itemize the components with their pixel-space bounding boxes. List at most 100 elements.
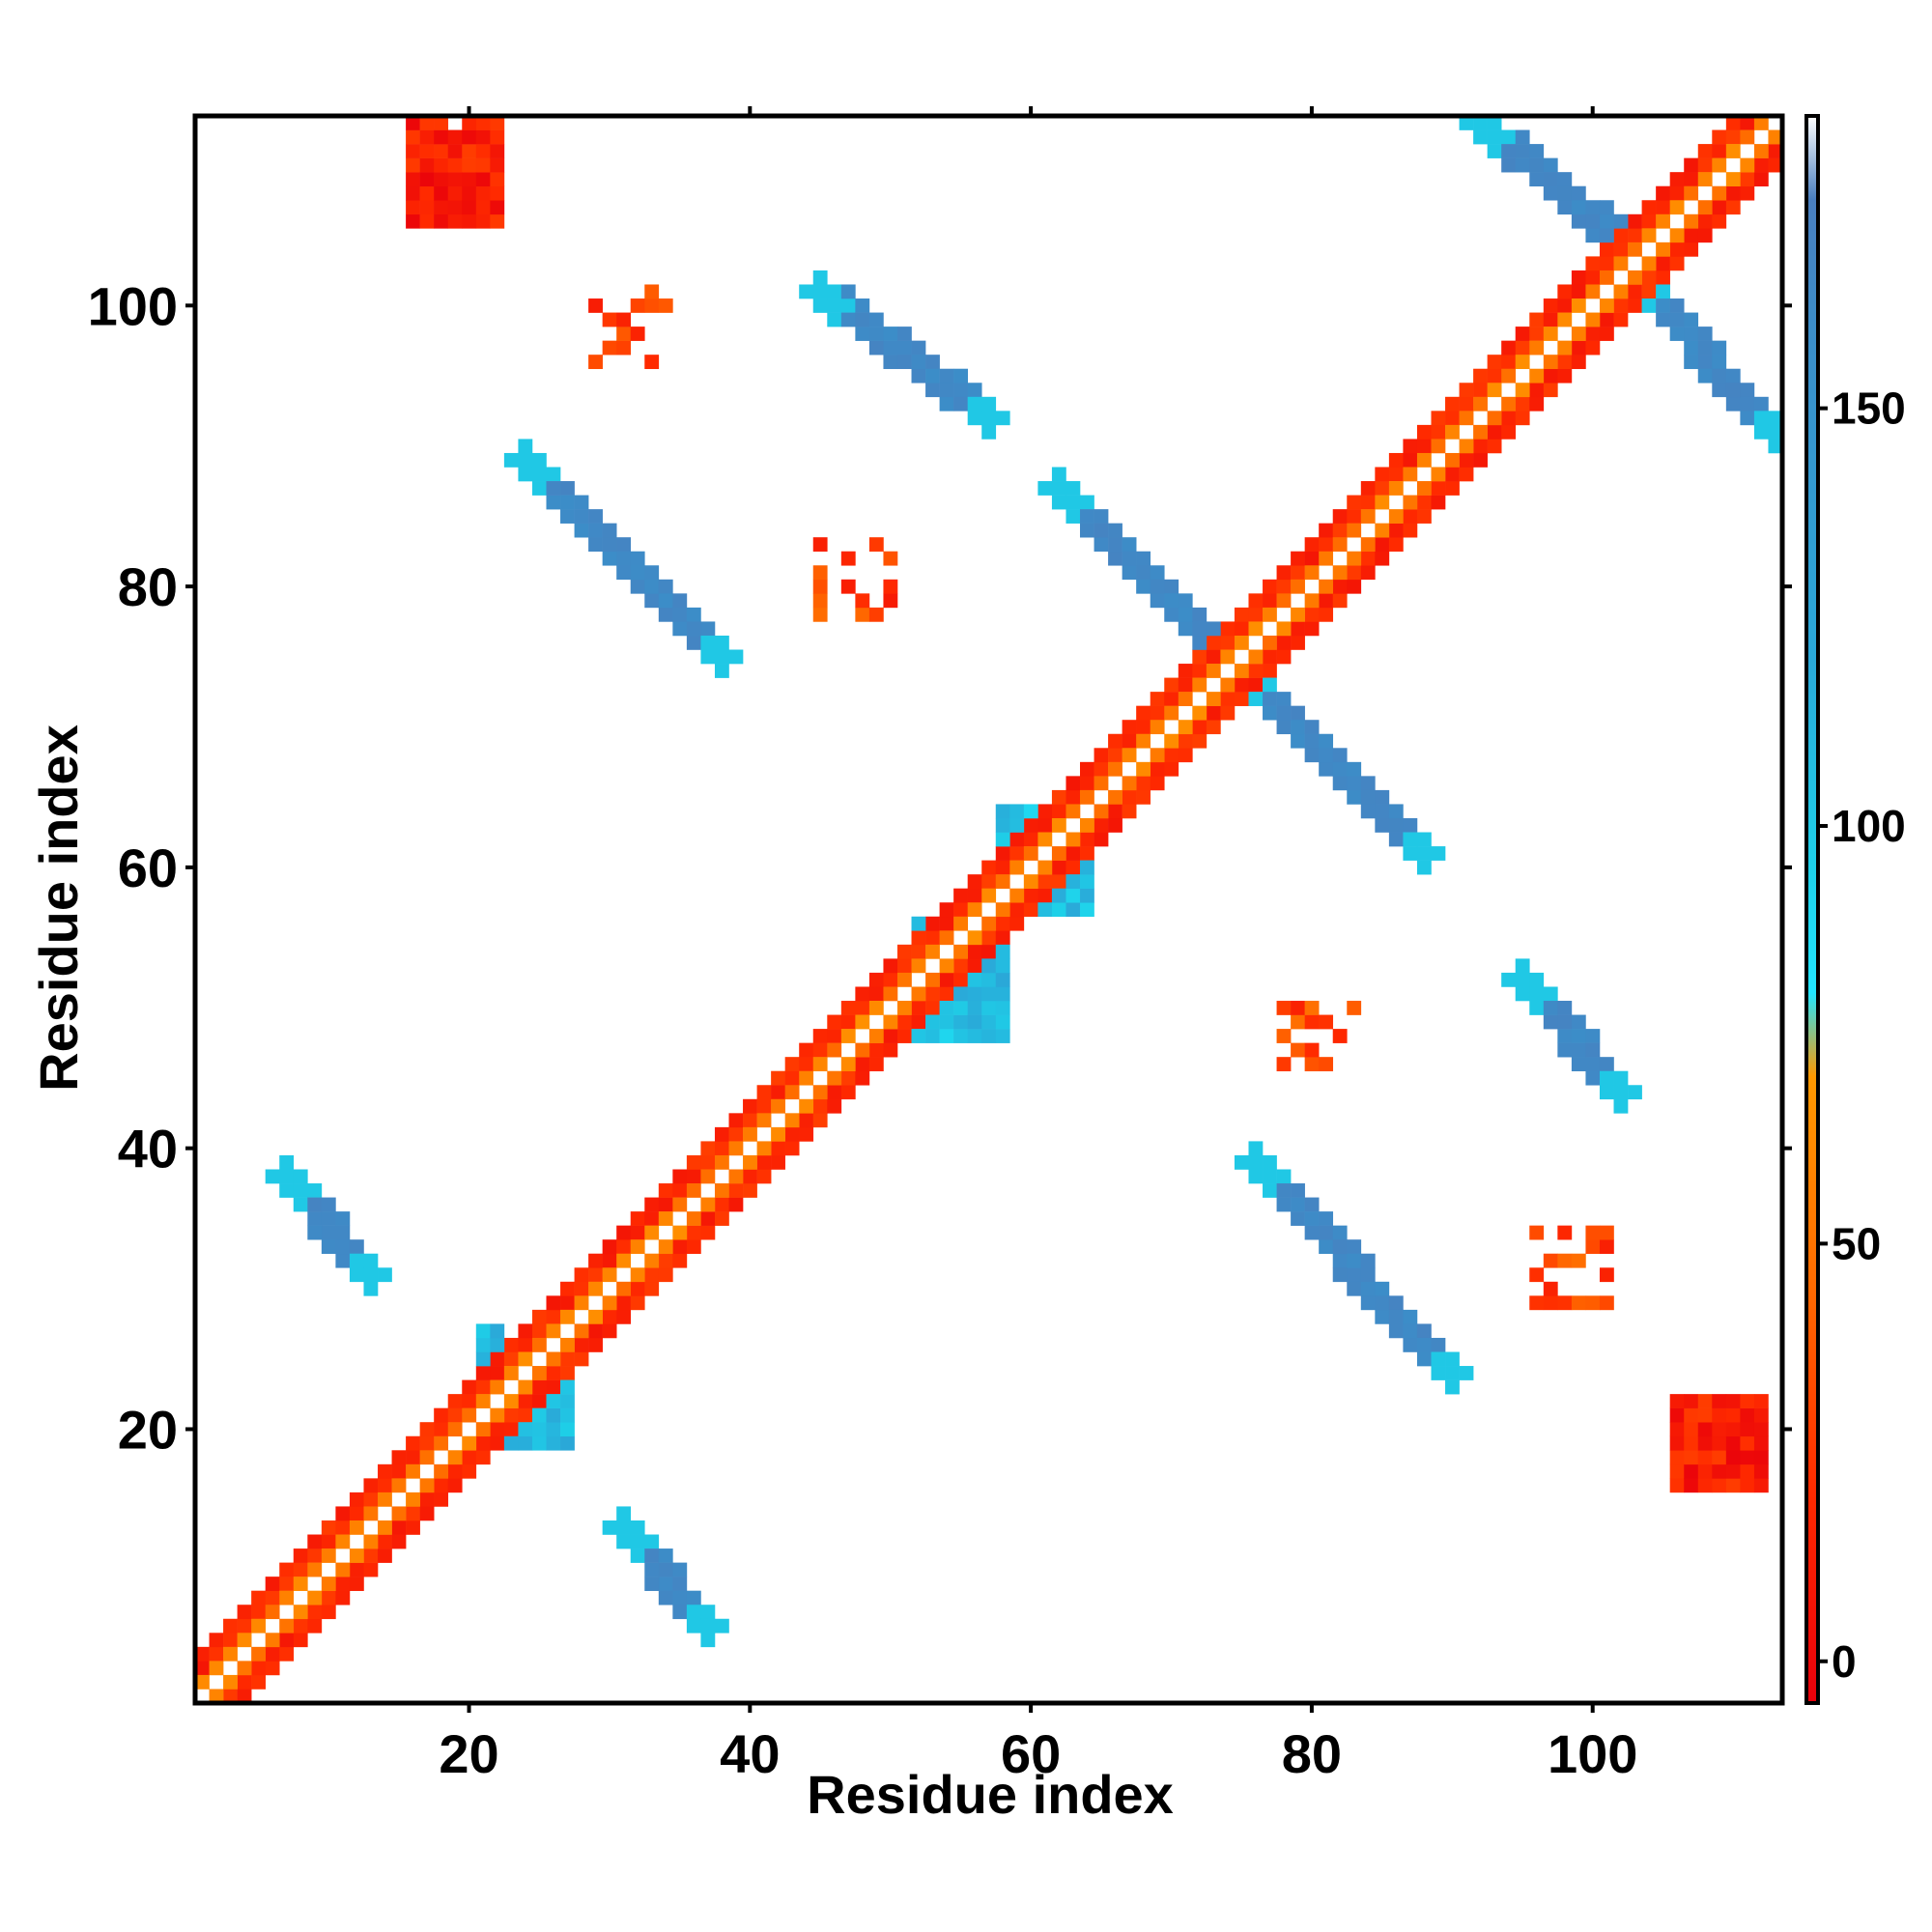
heatmap-cell <box>1248 649 1264 665</box>
heatmap-cell <box>490 1379 505 1395</box>
heatmap-cell <box>503 1407 519 1423</box>
heatmap-cell <box>981 1001 997 1015</box>
heatmap-cell <box>995 902 1010 918</box>
heatmap-cell <box>1304 565 1320 581</box>
heatmap-cell <box>883 355 898 370</box>
heatmap-cell <box>1585 1239 1601 1255</box>
heatmap-cell <box>1768 411 1783 426</box>
heatmap-cell <box>1571 1029 1586 1043</box>
heatmap-cell <box>644 1548 660 1563</box>
heatmap-cell <box>1375 1295 1390 1311</box>
heatmap-cell <box>896 1014 912 1030</box>
heatmap-cell <box>896 340 912 355</box>
heatmap-cell <box>1557 355 1573 370</box>
heatmap-cell <box>1669 1435 1685 1451</box>
heatmap-cell <box>700 1618 716 1634</box>
heatmap-cell <box>883 593 898 609</box>
heatmap-cell <box>279 1183 295 1198</box>
heatmap-cell <box>1768 424 1783 440</box>
heatmap-cell <box>1669 1478 1685 1493</box>
heatmap-cell <box>644 565 660 581</box>
heatmap-cell <box>1543 185 1558 201</box>
heatmap-cell <box>1178 733 1193 749</box>
colorbar <box>1804 114 1820 1705</box>
heatmap-cell <box>1585 284 1601 299</box>
heatmap-cell <box>518 439 533 454</box>
heatmap-cell <box>1753 157 1769 173</box>
heatmap-cell <box>840 551 856 566</box>
heatmap-cell <box>1445 396 1460 412</box>
heatmap-cell <box>1473 424 1488 440</box>
heatmap-cell <box>1332 593 1348 609</box>
heatmap-cell <box>531 1366 547 1380</box>
heatmap-cell <box>995 944 1010 959</box>
heatmap-cell <box>321 1577 336 1591</box>
heatmap-cell <box>1656 284 1670 299</box>
heatmap-cell <box>574 1323 589 1339</box>
heatmap-cell <box>1332 537 1348 553</box>
heatmap-cell <box>616 537 632 553</box>
heatmap-cell <box>939 930 954 946</box>
heatmap-cell <box>1065 789 1081 805</box>
heatmap-cell <box>1080 776 1094 791</box>
heatmap-cell <box>546 1407 561 1423</box>
heatmap-cell <box>1543 327 1558 341</box>
heatmap-cell <box>644 1534 660 1549</box>
heatmap-cell <box>419 1450 435 1465</box>
heatmap-cell <box>1585 1070 1601 1086</box>
heatmap-cell <box>1234 664 1249 678</box>
heatmap-cell <box>1051 495 1066 510</box>
heatmap-cell <box>658 607 673 622</box>
heatmap-cell <box>1319 607 1334 622</box>
heatmap-cell <box>1669 228 1685 243</box>
y-tick-label: 100 <box>88 275 178 336</box>
heatmap-cell <box>1712 129 1727 145</box>
heatmap-cell <box>209 1646 224 1662</box>
heatmap-cell <box>644 1225 660 1240</box>
heatmap-cell <box>462 157 477 173</box>
heatmap-cell <box>686 1239 701 1255</box>
heatmap-cell <box>531 467 547 482</box>
heatmap-cell <box>1065 902 1081 918</box>
heatmap-cell <box>1263 593 1277 609</box>
heatmap-cell <box>602 1239 617 1255</box>
heatmap-cell <box>574 509 589 524</box>
heatmap-cell <box>307 1590 323 1605</box>
heatmap-cell <box>419 213 435 229</box>
heatmap-cell <box>630 1534 645 1549</box>
heatmap-cell <box>1725 1394 1741 1408</box>
heatmap-cell <box>237 1605 252 1620</box>
heatmap-cell <box>644 1577 660 1591</box>
heatmap-cell <box>1136 720 1151 735</box>
heatmap-cell <box>1291 621 1305 637</box>
heatmap-cell <box>1206 720 1221 735</box>
heatmap-cell <box>1515 144 1530 158</box>
heatmap-cell <box>447 1422 463 1437</box>
heatmap-cell <box>672 1239 688 1255</box>
heatmap-cell <box>475 1450 491 1465</box>
heatmap-cell <box>1431 1351 1446 1367</box>
heatmap-cell <box>616 1520 632 1535</box>
heatmap-cell <box>588 509 603 524</box>
heatmap-cell <box>1192 677 1208 693</box>
heatmap-cell <box>1009 817 1025 833</box>
heatmap-cell <box>419 116 435 130</box>
heatmap-cell <box>1684 185 1699 201</box>
heatmap-cell <box>981 411 997 426</box>
heatmap-cell <box>700 1225 716 1240</box>
heatmap-cell <box>406 1492 420 1507</box>
heatmap-cell <box>1122 565 1137 581</box>
heatmap-cell <box>1416 452 1432 468</box>
heatmap-cell <box>434 200 449 215</box>
heatmap-cell <box>1080 789 1094 805</box>
heatmap-cell <box>1641 284 1657 299</box>
heatmap-cell <box>1557 298 1573 313</box>
heatmap-cell <box>1220 649 1236 665</box>
heatmap-cell <box>1291 1211 1305 1226</box>
heatmap-cell <box>1192 705 1208 721</box>
heatmap-cell <box>1431 467 1446 482</box>
heatmap-cell <box>1347 495 1362 510</box>
heatmap-cell <box>1080 860 1094 875</box>
heatmap-cell <box>1388 817 1404 833</box>
heatmap-cell <box>1487 116 1502 130</box>
